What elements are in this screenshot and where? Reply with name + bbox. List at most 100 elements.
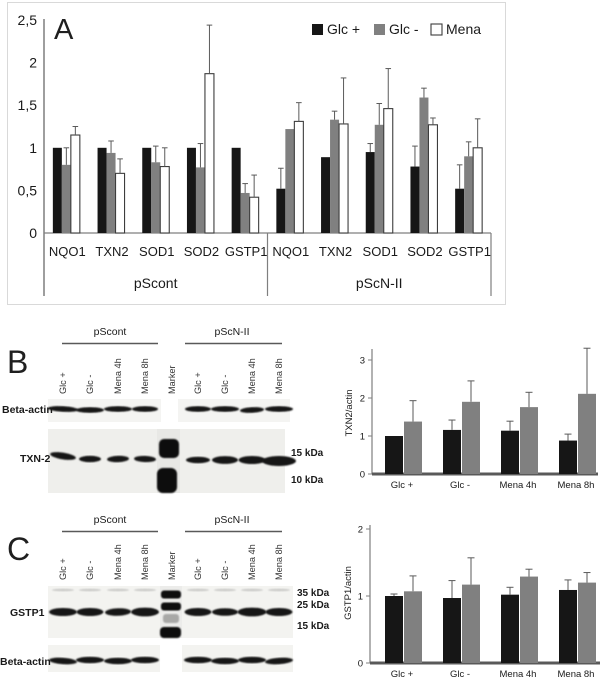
blot-group-label: pScN-II [214,326,249,338]
protein-band [131,607,159,617]
panel-c-label: C [7,531,31,567]
lane-label: Mena 4h [247,358,257,394]
protein-band [50,452,76,460]
protein-band [105,608,131,616]
kda-label: 25 kDa [297,600,330,611]
row-label-txn2: TXN-2 [20,453,50,465]
bar-Mena [249,196,260,234]
bar-gray [578,582,596,663]
bar-Mena [70,134,81,234]
bar-Glc- [285,129,295,233]
bar-gray [578,393,596,474]
y-tick-label: 2 [358,525,363,536]
kda-label: 15 kDa [291,448,324,459]
blot-group-label: pScont [94,326,127,338]
lane-label: Glc + [58,558,68,580]
y-tick-label: 1,5 [18,97,38,113]
category-label: SOD1 [363,244,398,259]
bar-Glc+ [231,147,241,233]
bar-Glc- [464,156,474,233]
bar-gray [520,407,538,474]
legend-label: Glc + [327,21,360,37]
bar-black [501,430,519,474]
category-label: Mena 4h [500,480,537,491]
marker-band-35kda [161,590,181,599]
blot-group-label: pScN-II [214,514,249,526]
category-label: Mena 8h [558,669,595,680]
lane-label: Marker [167,365,177,394]
protein-band [107,588,129,592]
strip-gap [161,398,178,423]
bar-Mena [115,172,126,234]
protein-band [214,588,236,592]
lane-label: Mena 8h [140,358,150,394]
bar-Mena [383,108,394,234]
category-label: GSTP1 [225,244,268,259]
protein-band [49,657,77,665]
y-tick-label: 2 [360,394,365,405]
group-label: pScont [134,275,178,291]
panel-a-bar-chart: 0 0,5 1 1,5 2 2,5 NQO1 TXN2 SOD1 SOD2 GSTP1 pScont N… [18,12,492,296]
bar-Glc- [151,162,161,233]
bar-Glc+ [276,188,286,233]
protein-band [134,455,156,463]
protein-band [107,455,129,463]
protein-band [104,406,132,412]
row-label-beta-actin: Beta-actin [0,656,51,668]
lane-label: Marker [167,551,177,580]
category-label: SOD1 [139,244,174,259]
bar-gray [462,401,480,474]
protein-band [187,588,209,592]
protein-band [185,406,211,412]
protein-band [238,456,266,464]
bar-Mena [472,147,483,234]
y-tick-label: 0 [29,225,37,241]
protein-band [212,456,238,464]
panel-b-western-blot: pScont pScN-II Glc + Glc - Mena 4h Mena 8h Mar… [2,326,324,493]
bar-black [385,436,403,474]
bar-Glc- [330,119,340,233]
bar-Glc+ [52,147,62,233]
y-tick-label: 1 [29,140,37,156]
legend-swatch-black [312,24,323,35]
y-tick-label: 3 [360,356,365,367]
y-tick-label: 1 [360,432,365,443]
protein-band [184,608,212,616]
marker-band-25kda [161,602,181,611]
protein-band [131,656,159,664]
protein-band [76,608,104,616]
legend-swatch-white [430,23,443,36]
protein-band [104,657,132,665]
protein-band [265,657,293,665]
y-tick-label: 0,5 [18,182,38,198]
strip-gap [160,644,182,673]
bar-gray [462,584,480,663]
lane-label: Mena 8h [274,544,284,580]
bar-black [559,589,577,663]
y-axis-title: GSTP1/actin [343,566,354,620]
protein-band [211,406,239,412]
lane-label: Mena 8h [274,358,284,394]
bar-Glc- [374,124,384,233]
legend-label: Mena [446,21,481,37]
category-label: TXN2 [319,244,352,259]
protein-band [79,455,101,463]
category-label: NQO1 [49,244,86,259]
protein-band [184,656,212,664]
legend-swatch-gray [374,24,385,35]
bar-Mena [204,73,215,234]
marker-band-15kda [159,439,179,458]
lane-label: Glc - [85,561,95,580]
protein-band [52,588,74,592]
bar-Glc+ [186,147,196,233]
panel-c-western-blot: pScont pScN-II Glc + Glc - Mena 4h Mena 8h Mar… [0,514,330,673]
bar-Mena [293,120,304,234]
category-label: SOD2 [184,244,219,259]
y-axis-title: TXN2/actin [344,390,355,437]
marker-band-15kda [160,627,181,638]
category-label: Glc + [391,480,414,491]
protein-band [76,656,104,664]
protein-band [49,608,77,616]
panel-b-bar-chart: 0 1 2 3 TXN2/actin Glc + Glc - Mena 4h Mena 8h [344,347,598,491]
